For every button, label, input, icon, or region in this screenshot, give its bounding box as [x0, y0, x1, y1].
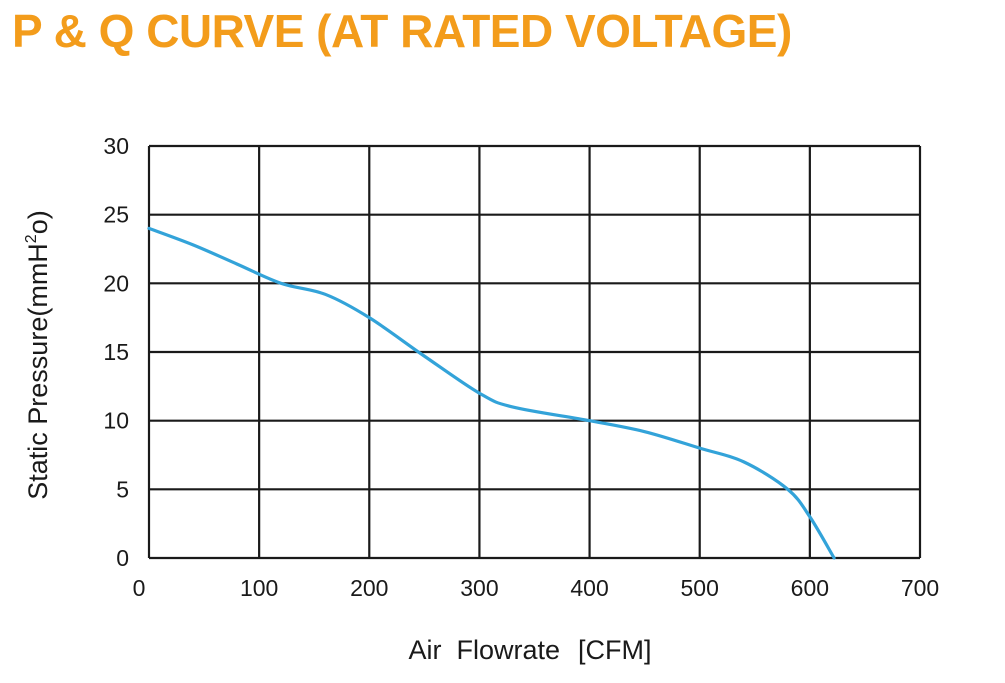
series-layer [147, 226, 836, 560]
x-axis-label: Air Flowrate [CFM] [408, 635, 651, 665]
y-axis-label-end: o) [23, 210, 53, 234]
x-axis-label-main: Air Flowrate [408, 635, 560, 665]
y-tick-label: 15 [103, 339, 129, 365]
x-tick-label: 200 [350, 575, 388, 601]
y-tick-label: 30 [103, 133, 129, 159]
chart-grid [147, 144, 922, 560]
x-tick-label: 600 [791, 575, 829, 601]
y-tick-labels: 0 5 10 15 20 25 30 [103, 133, 129, 571]
y-tick-label: 10 [103, 408, 129, 434]
y-axis-label: Static Pressure(mmH2o) [23, 210, 53, 499]
x-tick-label: 700 [901, 575, 939, 601]
x-tick-labels: 0 100 200 300 400 500 600 700 [133, 575, 940, 601]
y-axis-label-main: Static Pressure(mmH [23, 243, 53, 500]
y-tick-label: 20 [103, 270, 129, 296]
pq-curve-line [147, 226, 836, 560]
x-tick-label: 500 [681, 575, 719, 601]
y-axis-label-sup: 2 [23, 234, 40, 243]
x-tick-label: 0 [133, 575, 146, 601]
chart-title: P & Q CURVE (AT RATED VOLTAGE) [12, 5, 792, 57]
y-tick-label: 25 [103, 202, 129, 228]
x-tick-label: 300 [460, 575, 498, 601]
x-axis-label-unit: [CFM] [578, 635, 652, 665]
x-tick-label: 400 [570, 575, 608, 601]
x-tick-label: 100 [240, 575, 278, 601]
y-tick-label: 5 [116, 476, 129, 502]
y-tick-label: 0 [116, 545, 129, 571]
